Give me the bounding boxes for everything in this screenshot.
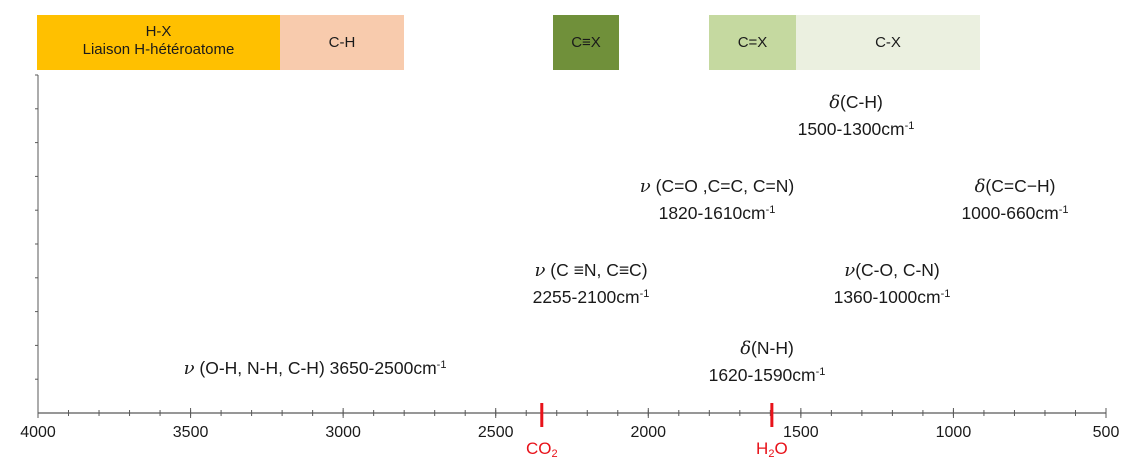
h2o-label-base: H (756, 439, 769, 458)
band-oh-nh-ch-stretch: ν (O-H, N-H, C-H) 3650-2500cm-1 (140, 355, 490, 382)
band-c-double-stretch-range: 1820-1610cm (658, 203, 766, 223)
delta-symbol: δ (829, 92, 841, 113)
region-c-x: C-X (796, 15, 980, 70)
band-co-cn-stretch-range: 1360-1000cm (833, 287, 941, 307)
co2-label-base: CO (525, 439, 552, 458)
x-tick-label: 1500 (783, 424, 819, 441)
region-c-x-label: C-X (875, 33, 901, 51)
x-tick-label: 3000 (325, 424, 361, 441)
band-cch-bending-exp: -1 (1058, 204, 1069, 216)
band-cch-bending-name: δ(C=C−H) (935, 173, 1095, 200)
x-tick-label: 4000 (20, 424, 56, 441)
band-triple-stretch-label: (C ≡N, C≡C) (545, 260, 648, 280)
x-tick-label: 1000 (936, 424, 972, 441)
band-nh-bending-range-line: 1620-1590cm-1 (687, 362, 847, 388)
band-co-cn-stretch-label: (C-O, C-N) (855, 260, 940, 280)
region-c-double-x-label: C=X (737, 33, 768, 51)
band-co-cn-stretch-exp: -1 (940, 288, 951, 300)
band-c-double-stretch-label: (C=O ,C=C, C=N) (650, 176, 795, 196)
band-nh-bending: δ(N-H) 1620-1590cm-1 (687, 335, 847, 388)
region-c-double-x: C=X (709, 15, 796, 70)
nu-symbol: ν (844, 260, 856, 281)
h2o-label-sub: 2 (768, 448, 775, 460)
band-ch-bending-range: 1500-1300cm (797, 119, 905, 139)
region-h-x-title: H-X (145, 22, 172, 40)
band-ch-bending-range-line: 1500-1300cm-1 (776, 116, 936, 142)
x-tick-label: 3500 (173, 424, 209, 441)
nu-symbol: ν (534, 260, 546, 281)
band-c-double-stretch: ν (C=O ,C=C, C=N) 1820-1610cm-1 (612, 173, 822, 226)
band-oh-nh-ch-stretch-label: (O-H, N-H, C-H) 3650-2500cm (194, 358, 437, 378)
band-nh-bending-label: (N-H) (751, 338, 794, 358)
band-ch-bending: δ(C-H) 1500-1300cm-1 (776, 89, 936, 142)
region-c-triple-x-label: C≡X (571, 33, 601, 51)
band-ch-bending-name: δ(C-H) (776, 89, 936, 116)
band-cch-bending-label: (C=C−H) (985, 176, 1056, 196)
band-c-double-stretch-range-line: 1820-1610cm-1 (612, 200, 822, 226)
band-nh-bending-name: δ(N-H) (687, 335, 847, 362)
band-cch-bending-range-line: 1000-660cm-1 (935, 200, 1095, 226)
h2o-label-tail: O (774, 439, 788, 458)
nu-symbol: ν (639, 176, 651, 197)
band-oh-nh-ch-stretch-line: ν (O-H, N-H, C-H) 3650-2500cm-1 (140, 355, 490, 382)
delta-symbol: δ (740, 338, 752, 359)
region-c-triple-x: C≡X (553, 15, 619, 70)
x-tick-label: 2500 (478, 424, 514, 441)
band-ch-bending-exp: -1 (904, 120, 915, 132)
region-c-h: C-H (280, 15, 404, 70)
region-c-h-label: C-H (328, 33, 356, 51)
band-co-cn-stretch-range-line: 1360-1000cm-1 (807, 284, 977, 310)
band-triple-stretch-name: ν (C ≡N, C≡C) (506, 257, 676, 284)
band-triple-stretch-range: 2255-2100cm (532, 287, 640, 307)
band-ch-bending-label: (C-H) (840, 92, 883, 112)
band-co-cn-stretch-name: ν(C-O, C-N) (807, 257, 977, 284)
band-triple-stretch-exp: -1 (639, 288, 650, 300)
co2-marker-label: CO2 (512, 439, 572, 460)
band-c-double-stretch-exp: -1 (765, 204, 776, 216)
band-triple-stretch: ν (C ≡N, C≡C) 2255-2100cm-1 (506, 257, 676, 310)
nu-symbol: ν (183, 358, 195, 379)
h2o-marker-label: H2O (742, 439, 802, 460)
region-h-x-subtitle: Liaison H-hétéroatome (82, 40, 235, 58)
band-oh-nh-ch-stretch-exp: -1 (436, 359, 447, 371)
band-cch-bending: δ(C=C−H) 1000-660cm-1 (935, 173, 1095, 226)
band-triple-stretch-range-line: 2255-2100cm-1 (506, 284, 676, 310)
band-nh-bending-exp: -1 (815, 366, 826, 378)
x-tick-label: 500 (1093, 424, 1120, 441)
delta-symbol: δ (974, 176, 986, 197)
band-nh-bending-range: 1620-1590cm (708, 365, 816, 385)
x-tick-label: 2000 (630, 424, 666, 441)
co2-label-sub: 2 (551, 448, 558, 460)
band-co-cn-stretch: ν(C-O, C-N) 1360-1000cm-1 (807, 257, 977, 310)
band-cch-bending-range: 1000-660cm (961, 203, 1059, 223)
band-c-double-stretch-name: ν (C=O ,C=C, C=N) (612, 173, 822, 200)
region-h-x: H-X Liaison H-hétéroatome (37, 15, 280, 70)
